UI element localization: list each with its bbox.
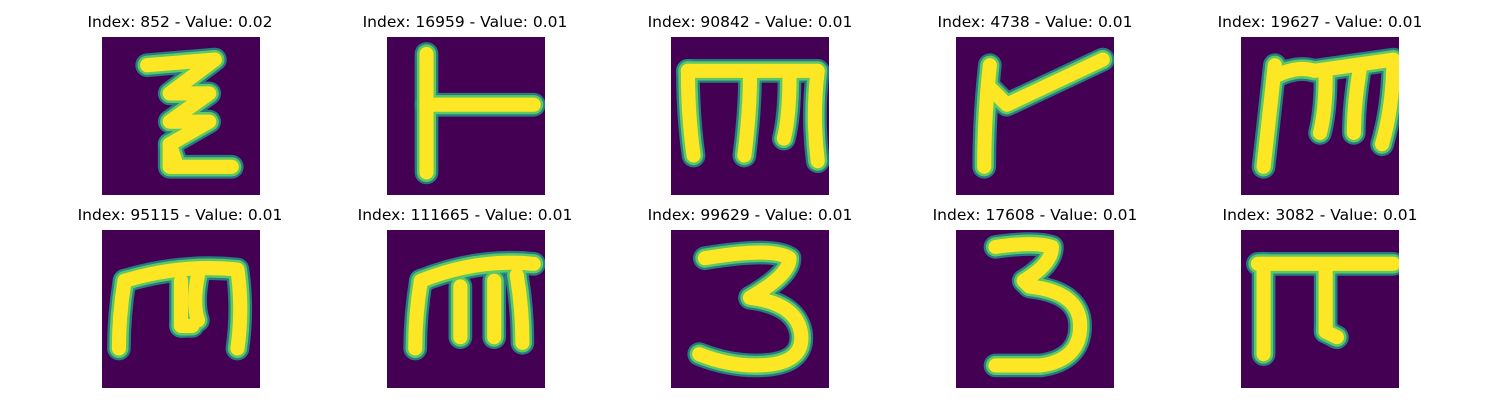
panel: Index: 852 - Value: 0.02: [35, 13, 325, 203]
panel-title: Index: 99629 - Value: 0.01: [647, 206, 853, 224]
glyph-stroke: [111, 273, 132, 356]
image-canvas: [671, 37, 829, 195]
glyph-stroke: [692, 245, 809, 373]
glyph-stroke: [982, 52, 1110, 112]
glyph-stroke: [1312, 69, 1333, 140]
glyph-stroke: [1267, 52, 1399, 152]
digit-image: [1241, 37, 1399, 195]
image-canvas: [671, 230, 829, 388]
glyph-stroke: [408, 273, 428, 356]
glyph-stroke: [117, 261, 248, 356]
glyph-stroke: [776, 69, 797, 146]
panel-title: Index: 17608 - Value: 0.01: [932, 206, 1138, 224]
image-canvas: [1241, 37, 1399, 195]
digit-image: [671, 37, 829, 195]
panel-title: Index: 111665 - Value: 0.01: [357, 206, 573, 224]
glyph-stroke: [509, 268, 530, 350]
panel-title: Index: 16959 - Value: 0.01: [362, 13, 568, 31]
panel: Index: 95115 - Value: 0.01: [35, 206, 325, 396]
digit-image: [671, 230, 829, 388]
image-canvas: [1241, 230, 1399, 388]
digit-image: [102, 230, 260, 388]
panel-title: Index: 4738 - Value: 0.01: [937, 13, 1133, 31]
glyph-stroke: [162, 137, 183, 169]
panel: Index: 19627 - Value: 0.01: [1175, 13, 1465, 203]
glyph-stroke: [413, 255, 541, 288]
panel: Index: 99629 - Value: 0.01: [605, 206, 895, 396]
digit-image: [102, 37, 260, 195]
image-canvas: [956, 230, 1114, 388]
panel: Index: 90842 - Value: 0.01: [605, 13, 895, 203]
panel-title: Index: 19627 - Value: 0.01: [1217, 13, 1423, 31]
glyph-stroke: [988, 237, 1088, 373]
digit-image: [956, 37, 1114, 195]
panel: Index: 17608 - Value: 0.01: [890, 206, 1180, 396]
digit-image: [1241, 230, 1399, 388]
glyph-stroke: [1318, 324, 1344, 345]
panel-title: Index: 852 - Value: 0.02: [87, 13, 273, 31]
image-canvas: [956, 37, 1114, 195]
digit-image: [387, 37, 545, 195]
image-canvas: [387, 230, 545, 388]
panel: Index: 16959 - Value: 0.01: [320, 13, 610, 203]
glyph-stroke: [977, 58, 997, 174]
glyph-stroke: [1346, 63, 1367, 140]
panel-title: Index: 90842 - Value: 0.01: [647, 13, 853, 31]
glyph-stroke: [680, 63, 825, 169]
panel-title: Index: 3082 - Value: 0.01: [1222, 206, 1418, 224]
panel: Index: 3082 - Value: 0.01: [1175, 206, 1465, 396]
digit-image: [387, 230, 545, 388]
glyph-stroke: [680, 63, 701, 163]
glyph-stroke: [188, 268, 205, 328]
image-canvas: [102, 230, 260, 388]
image-canvas: [102, 37, 260, 195]
panel: Index: 111665 - Value: 0.01: [320, 206, 610, 396]
panel-title: Index: 95115 - Value: 0.01: [77, 206, 283, 224]
panel: Index: 4738 - Value: 0.01: [890, 13, 1180, 203]
image-canvas: [387, 37, 545, 195]
glyph-stroke: [737, 69, 758, 163]
digit-image: [956, 230, 1114, 388]
